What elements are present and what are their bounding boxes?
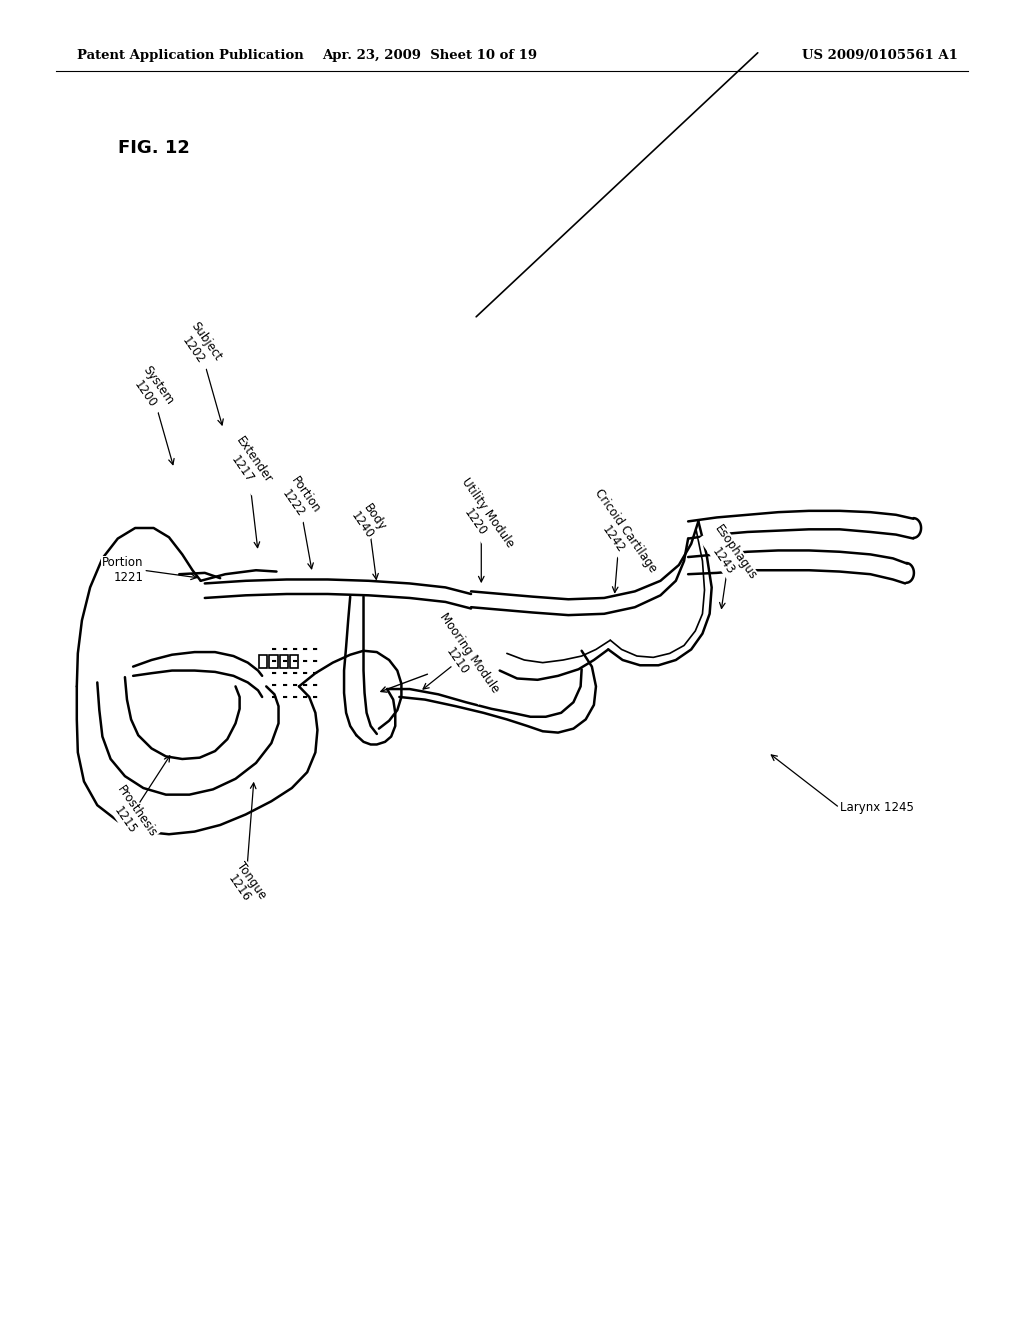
Text: Utility Module
1220: Utility Module 1220 [446, 477, 516, 558]
Text: Esophagus
1243: Esophagus 1243 [699, 523, 759, 591]
Text: US 2009/0105561 A1: US 2009/0105561 A1 [802, 49, 957, 62]
Text: Portion
1221: Portion 1221 [101, 556, 143, 585]
Text: Extender
1217: Extender 1217 [221, 434, 274, 495]
Text: Larynx 1245: Larynx 1245 [840, 801, 913, 814]
Bar [259, 655, 267, 668]
Text: Patent Application Publication: Patent Application Publication [77, 49, 303, 62]
Text: Cricoid Cartilage
1242: Cricoid Cartilage 1242 [580, 486, 659, 583]
Bar [290, 655, 298, 668]
Text: Portion
1222: Portion 1222 [275, 474, 323, 524]
Text: Tongue
1216: Tongue 1216 [222, 859, 269, 909]
Bar [280, 655, 288, 668]
Text: System
1200: System 1200 [127, 363, 176, 416]
Text: Mooring Module
1210: Mooring Module 1210 [424, 611, 502, 704]
Bar [269, 655, 278, 668]
Text: FIG. 12: FIG. 12 [118, 139, 189, 157]
Text: Subject
1202: Subject 1202 [175, 319, 224, 372]
Text: Prosthesis
1215: Prosthesis 1215 [102, 783, 160, 849]
Text: Apr. 23, 2009  Sheet 10 of 19: Apr. 23, 2009 Sheet 10 of 19 [323, 49, 538, 62]
Text: Body
1240: Body 1240 [348, 502, 389, 541]
